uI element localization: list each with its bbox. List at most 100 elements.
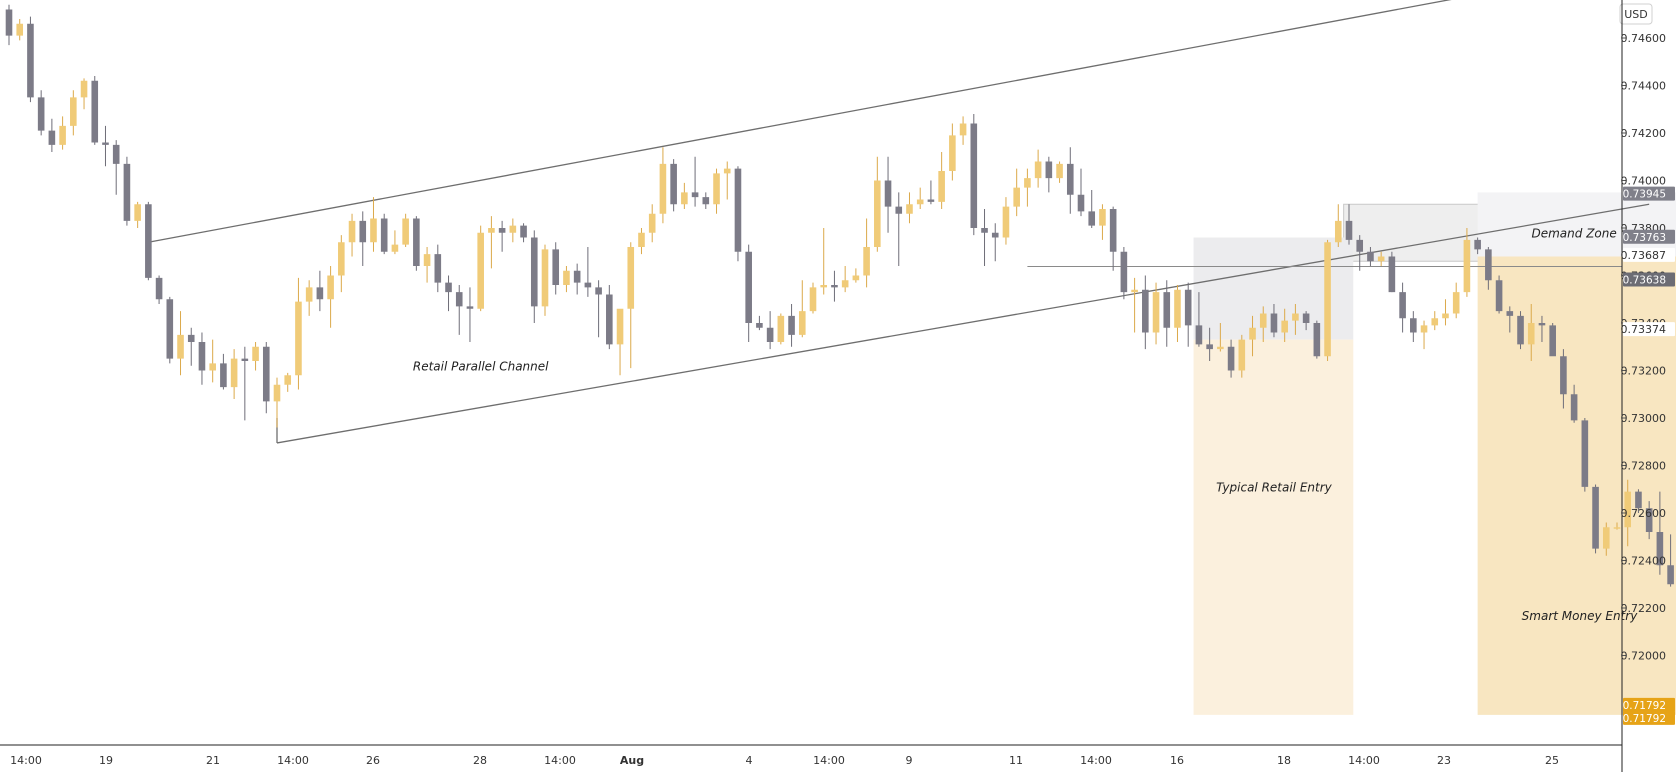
annotation-smart-money-entry: Smart Money Entry — [1522, 609, 1639, 623]
candle — [1088, 190, 1096, 228]
candle — [187, 327, 195, 366]
candle-body — [359, 220, 367, 243]
candle — [541, 244, 549, 316]
candle — [273, 377, 281, 428]
candle-body — [841, 280, 849, 288]
candle — [1281, 308, 1288, 342]
price-tick-label: 0.74200 — [1621, 127, 1667, 140]
candle — [884, 156, 892, 233]
candle-body — [1420, 325, 1428, 333]
candle-body — [627, 247, 635, 309]
candle-body — [1367, 251, 1374, 262]
candle-body — [1302, 313, 1310, 323]
candle — [713, 168, 720, 214]
price-tick-label: 0.73200 — [1621, 365, 1667, 378]
candle — [1238, 334, 1246, 378]
candle-body — [541, 249, 549, 307]
candle — [1142, 275, 1149, 350]
candle-body — [616, 308, 624, 345]
candle — [981, 209, 988, 266]
candle-body — [1142, 289, 1149, 333]
candle — [1002, 197, 1010, 245]
candle-body — [1120, 251, 1128, 293]
candle-body — [1485, 249, 1492, 281]
price-tag-bg — [1623, 247, 1675, 262]
candle-body — [1024, 178, 1031, 188]
candle-body — [1410, 318, 1417, 333]
candle — [756, 315, 763, 331]
time-tick-label: 19 — [99, 754, 113, 767]
candle-body — [252, 346, 259, 361]
candles-layer — [5, 4, 1674, 587]
time-tick-label: 14:00 — [277, 754, 309, 767]
price-tick-label: 0.74600 — [1621, 32, 1667, 45]
candle — [852, 268, 860, 283]
candle — [648, 204, 656, 243]
candle-body — [691, 192, 699, 198]
candle — [1109, 206, 1117, 271]
candle — [916, 187, 924, 209]
candle — [1367, 247, 1374, 266]
candle-body — [1109, 209, 1117, 252]
candle — [1377, 251, 1385, 266]
candle-body — [70, 97, 77, 126]
time-tick-label: 28 — [473, 754, 487, 767]
candle — [1517, 311, 1524, 350]
time-tick-label: 21 — [206, 754, 220, 767]
candle — [27, 16, 34, 103]
candle-body — [262, 346, 270, 402]
time-tick-label: 14:00 — [10, 754, 42, 767]
candle — [1024, 168, 1031, 207]
candle-body — [595, 287, 602, 295]
candle — [1388, 251, 1396, 293]
candle-body — [91, 80, 99, 143]
candle — [1120, 247, 1128, 300]
candle — [112, 140, 120, 195]
candle — [552, 242, 560, 295]
price-tag: 0.73687 — [1621, 247, 1675, 262]
candle-body — [745, 251, 752, 323]
candle-body — [391, 244, 399, 252]
time-tick-label: 16 — [1170, 754, 1184, 767]
time-tick-label: 23 — [1437, 754, 1451, 767]
candle — [498, 220, 506, 252]
candle — [723, 161, 731, 200]
price-tick-label: 0.74400 — [1621, 80, 1667, 93]
candle — [1581, 418, 1589, 492]
candle — [895, 192, 903, 266]
time-tick-label: 14:00 — [813, 754, 845, 767]
candle-body — [220, 363, 227, 388]
candle-body — [338, 242, 345, 276]
candle — [220, 353, 227, 390]
candle-body — [1313, 323, 1321, 357]
candle-body — [145, 204, 152, 278]
candle-body — [563, 270, 570, 285]
candle — [1602, 522, 1610, 556]
candle — [1463, 228, 1471, 297]
candle-body — [1463, 239, 1471, 293]
candle-body — [48, 130, 56, 145]
time-axis[interactable]: 14:00 19 21 14:00 26 28 14:00 Aug 4 14:00 9 11 14:00… — [0, 744, 1622, 767]
currency-badge[interactable] — [1619, 3, 1653, 25]
candle — [37, 90, 45, 136]
candle-body — [1656, 532, 1664, 566]
candle-body — [831, 285, 838, 288]
candle-body — [1217, 346, 1224, 350]
candle — [284, 372, 292, 392]
candle-body — [584, 282, 592, 288]
candle — [584, 247, 592, 297]
candle — [949, 123, 956, 181]
candle-body — [1227, 346, 1235, 371]
candle-body — [402, 218, 409, 245]
candle — [413, 216, 420, 271]
candle-body — [927, 199, 935, 202]
price-tag-label: 0.73687 — [1621, 249, 1667, 262]
candle — [606, 285, 613, 350]
candle — [16, 19, 24, 41]
candle-body — [123, 163, 131, 221]
candle — [970, 114, 978, 236]
candle — [70, 90, 77, 136]
candle-body — [316, 287, 324, 300]
candle-body — [380, 218, 388, 252]
